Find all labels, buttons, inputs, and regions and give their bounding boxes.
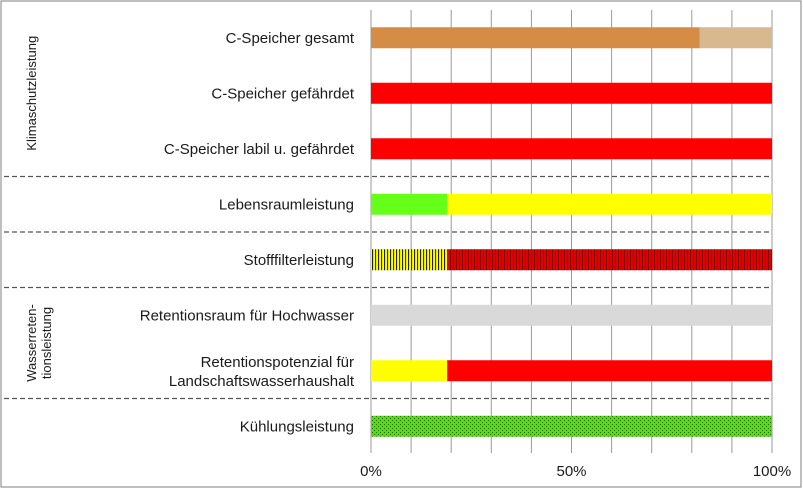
category-label: Lebensraumleistung (219, 196, 354, 213)
bar-segment (699, 27, 772, 49)
group-label: Klimaschutzleistung (24, 36, 39, 151)
bar-segment (371, 304, 772, 326)
x-tick-label: 0% (360, 463, 382, 480)
bar-segment (371, 27, 700, 49)
category-label-line2: Landschaftswasserhaushalt (169, 373, 355, 390)
bar-segment (371, 82, 772, 104)
bar-segment (371, 249, 448, 271)
bars (371, 27, 772, 437)
category-label: Retentionsraum für Hochwasser (140, 307, 354, 324)
category-label: Kühlungsleistung (240, 418, 354, 435)
x-tick-label: 50% (556, 463, 586, 480)
bar-segment (371, 415, 772, 437)
bar-segment (371, 138, 772, 160)
category-label: C-Speicher labil u. gefährdet (164, 141, 355, 158)
category-label: C-Speicher gesamt (226, 30, 355, 47)
group-labels: Klimaschutzleistung Wasserreten-tionsleis… (24, 36, 54, 382)
x-tick-label: 100% (753, 463, 791, 480)
bar-segment (371, 360, 448, 382)
category-label: C-Speicher gefährdet (211, 85, 354, 102)
bar-segment (447, 249, 772, 271)
category-labels: C-Speicher gesamt C-Speicher gefährdet C-S… (140, 30, 355, 436)
bar-segment (447, 193, 772, 215)
group-label: Wasserreten- (24, 304, 39, 382)
x-tick-labels: 0% 50% 100% (360, 463, 791, 480)
category-label: Stofffilterleistung (244, 252, 354, 269)
group-label-line2: tionsleistung (39, 307, 54, 379)
bar-segment (447, 360, 772, 382)
bar-segment (371, 193, 448, 215)
category-label: Retentionspotenzial für (201, 354, 354, 371)
